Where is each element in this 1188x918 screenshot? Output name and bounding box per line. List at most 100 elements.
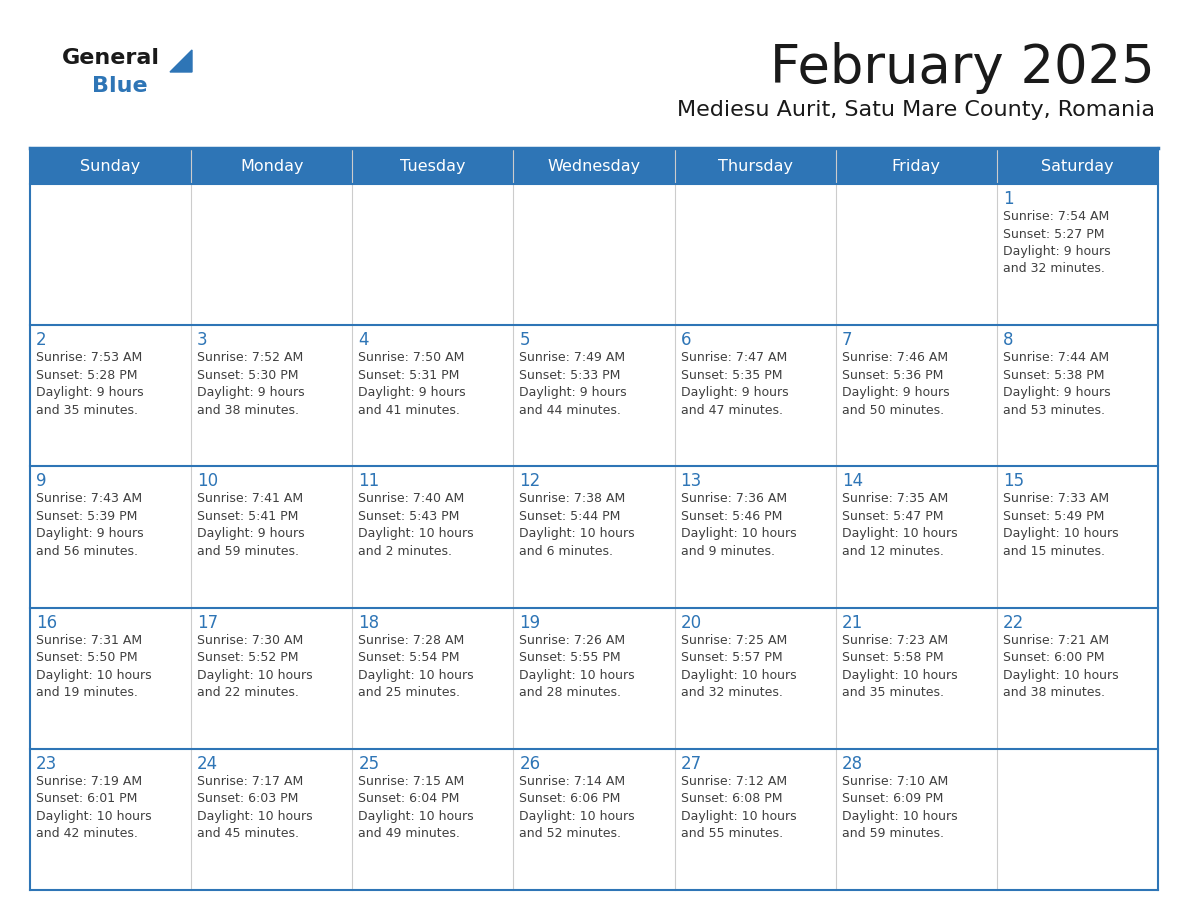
Text: Daylight: 10 hours: Daylight: 10 hours [842, 668, 958, 681]
Text: Sunset: 5:41 PM: Sunset: 5:41 PM [197, 509, 298, 523]
Text: and 47 minutes.: and 47 minutes. [681, 404, 783, 417]
Bar [353, 466, 513, 608]
Text: Daylight: 9 hours: Daylight: 9 hours [359, 386, 466, 399]
Bar [513, 325, 675, 466]
Text: and 9 minutes.: and 9 minutes. [681, 545, 775, 558]
Text: Sunday: Sunday [81, 159, 140, 174]
Text: Mediesu Aurit, Satu Mare County, Romania: Mediesu Aurit, Satu Mare County, Romania [677, 100, 1155, 120]
Text: Sunrise: 7:52 AM: Sunrise: 7:52 AM [197, 352, 303, 364]
Text: and 52 minutes.: and 52 minutes. [519, 827, 621, 840]
Bar [191, 608, 353, 749]
Bar [30, 148, 191, 184]
Text: 23: 23 [36, 755, 57, 773]
Text: Sunset: 6:04 PM: Sunset: 6:04 PM [359, 792, 460, 805]
Text: Daylight: 10 hours: Daylight: 10 hours [359, 668, 474, 681]
Text: Sunset: 5:52 PM: Sunset: 5:52 PM [197, 651, 298, 664]
Text: 18: 18 [359, 613, 379, 632]
Bar [997, 148, 1158, 184]
Bar [353, 608, 513, 749]
Text: 16: 16 [36, 613, 57, 632]
Text: Sunrise: 7:50 AM: Sunrise: 7:50 AM [359, 352, 465, 364]
Text: Sunset: 5:43 PM: Sunset: 5:43 PM [359, 509, 460, 523]
Text: Daylight: 9 hours: Daylight: 9 hours [197, 386, 305, 399]
Text: Monday: Monday [240, 159, 303, 174]
Text: Sunset: 5:55 PM: Sunset: 5:55 PM [519, 651, 621, 664]
Text: Sunrise: 7:15 AM: Sunrise: 7:15 AM [359, 775, 465, 788]
Text: Daylight: 10 hours: Daylight: 10 hours [842, 810, 958, 823]
Bar [675, 325, 835, 466]
Text: Sunset: 5:33 PM: Sunset: 5:33 PM [519, 369, 621, 382]
Bar [191, 466, 353, 608]
Bar [30, 184, 191, 325]
Bar [513, 608, 675, 749]
Text: Daylight: 9 hours: Daylight: 9 hours [36, 386, 144, 399]
Text: and 59 minutes.: and 59 minutes. [842, 827, 943, 840]
Bar [997, 466, 1158, 608]
Text: Sunset: 5:49 PM: Sunset: 5:49 PM [1003, 509, 1104, 523]
Text: 27: 27 [681, 755, 702, 773]
Text: Daylight: 10 hours: Daylight: 10 hours [197, 668, 312, 681]
Text: Sunrise: 7:54 AM: Sunrise: 7:54 AM [1003, 210, 1110, 223]
Text: and 44 minutes.: and 44 minutes. [519, 404, 621, 417]
Bar [835, 325, 997, 466]
Text: Sunset: 5:38 PM: Sunset: 5:38 PM [1003, 369, 1105, 382]
Text: Daylight: 10 hours: Daylight: 10 hours [197, 810, 312, 823]
Text: Sunrise: 7:46 AM: Sunrise: 7:46 AM [842, 352, 948, 364]
Text: 9: 9 [36, 473, 46, 490]
Bar [353, 184, 513, 325]
Text: 6: 6 [681, 331, 691, 349]
Text: Daylight: 9 hours: Daylight: 9 hours [1003, 386, 1111, 399]
Text: 2: 2 [36, 331, 46, 349]
Text: 19: 19 [519, 613, 541, 632]
Text: 15: 15 [1003, 473, 1024, 490]
Polygon shape [170, 50, 192, 72]
Text: Sunset: 5:39 PM: Sunset: 5:39 PM [36, 509, 138, 523]
Text: Sunrise: 7:43 AM: Sunrise: 7:43 AM [36, 492, 143, 506]
Text: Sunrise: 7:47 AM: Sunrise: 7:47 AM [681, 352, 786, 364]
Text: and 12 minutes.: and 12 minutes. [842, 545, 943, 558]
Bar [675, 608, 835, 749]
Text: Sunrise: 7:30 AM: Sunrise: 7:30 AM [197, 633, 303, 646]
Text: Sunset: 5:27 PM: Sunset: 5:27 PM [1003, 228, 1105, 241]
Text: Sunset: 5:46 PM: Sunset: 5:46 PM [681, 509, 782, 523]
Text: and 35 minutes.: and 35 minutes. [842, 686, 943, 700]
Text: 11: 11 [359, 473, 379, 490]
Bar [675, 749, 835, 890]
Text: and 32 minutes.: and 32 minutes. [1003, 263, 1105, 275]
Text: Sunrise: 7:41 AM: Sunrise: 7:41 AM [197, 492, 303, 506]
Text: Wednesday: Wednesday [548, 159, 640, 174]
Text: and 2 minutes.: and 2 minutes. [359, 545, 453, 558]
Text: Sunrise: 7:21 AM: Sunrise: 7:21 AM [1003, 633, 1108, 646]
Bar [675, 184, 835, 325]
Text: and 28 minutes.: and 28 minutes. [519, 686, 621, 700]
Text: 10: 10 [197, 473, 219, 490]
Text: Sunset: 5:54 PM: Sunset: 5:54 PM [359, 651, 460, 664]
Text: Daylight: 9 hours: Daylight: 9 hours [197, 528, 305, 541]
Text: Daylight: 10 hours: Daylight: 10 hours [519, 810, 636, 823]
Text: and 38 minutes.: and 38 minutes. [1003, 686, 1105, 700]
Bar [675, 466, 835, 608]
Text: Sunset: 6:09 PM: Sunset: 6:09 PM [842, 792, 943, 805]
Text: Sunrise: 7:25 AM: Sunrise: 7:25 AM [681, 633, 786, 646]
Text: Blue: Blue [91, 76, 147, 96]
Bar [513, 148, 675, 184]
Bar [675, 148, 835, 184]
Text: 26: 26 [519, 755, 541, 773]
Text: Daylight: 10 hours: Daylight: 10 hours [519, 668, 636, 681]
Bar [997, 184, 1158, 325]
Bar [191, 148, 353, 184]
Text: and 15 minutes.: and 15 minutes. [1003, 545, 1105, 558]
Text: Daylight: 10 hours: Daylight: 10 hours [359, 810, 474, 823]
Text: Sunrise: 7:31 AM: Sunrise: 7:31 AM [36, 633, 143, 646]
Text: Daylight: 10 hours: Daylight: 10 hours [681, 668, 796, 681]
Text: and 19 minutes.: and 19 minutes. [36, 686, 138, 700]
Text: Sunrise: 7:10 AM: Sunrise: 7:10 AM [842, 775, 948, 788]
Text: Sunset: 6:06 PM: Sunset: 6:06 PM [519, 792, 621, 805]
Text: Sunrise: 7:49 AM: Sunrise: 7:49 AM [519, 352, 626, 364]
Text: 17: 17 [197, 613, 219, 632]
Text: Daylight: 10 hours: Daylight: 10 hours [842, 528, 958, 541]
Bar [835, 749, 997, 890]
Text: Sunrise: 7:40 AM: Sunrise: 7:40 AM [359, 492, 465, 506]
Text: Sunset: 6:08 PM: Sunset: 6:08 PM [681, 792, 782, 805]
Text: Sunrise: 7:28 AM: Sunrise: 7:28 AM [359, 633, 465, 646]
